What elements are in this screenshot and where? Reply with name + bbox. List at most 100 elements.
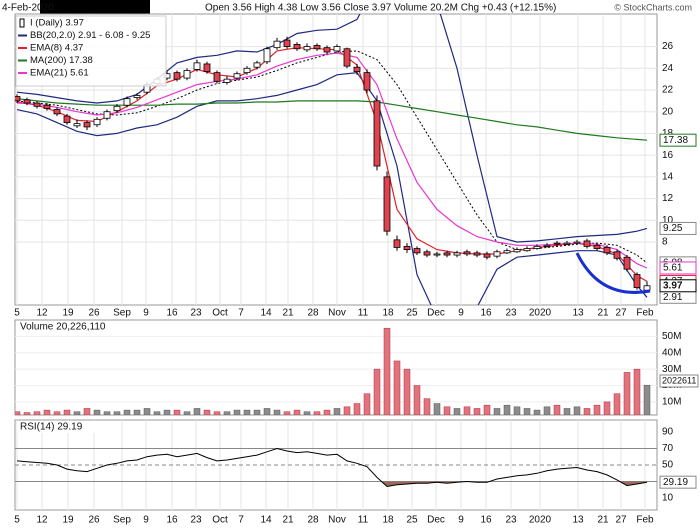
volume-bar <box>93 409 101 415</box>
candle-body <box>283 39 291 47</box>
y-tick-label: 22 <box>662 85 674 96</box>
x-tick-label: 25 <box>406 515 418 526</box>
candle-body <box>323 47 331 53</box>
candle-body <box>33 102 41 107</box>
candle-body <box>83 122 91 128</box>
annotation-curve <box>575 252 651 294</box>
y-tick-label: 40M <box>662 347 681 358</box>
x-tick-label: 13 <box>572 308 584 319</box>
candle-body <box>183 70 191 79</box>
x-tick-label: 21 <box>597 308 609 319</box>
volume-bar <box>393 360 401 415</box>
x-tick-label: 23 <box>505 308 517 319</box>
candle-body <box>633 274 641 289</box>
volume-bar <box>553 404 561 415</box>
redacted-symbol <box>40 0 150 14</box>
candle-body <box>513 249 521 253</box>
volume-bar <box>103 411 111 415</box>
quote-info: Open 3.56 High 4.38 Low 3.56 Close 3.97 … <box>205 3 556 14</box>
x-tick-label: 19 <box>62 515 74 526</box>
volume-bar <box>153 411 161 415</box>
x-tick-label: 11 <box>358 308 369 319</box>
candle-body <box>23 99 31 104</box>
y-tick-label: 8 <box>662 237 668 248</box>
value-box <box>659 133 697 147</box>
value-box-label: 2.91 <box>663 292 683 303</box>
y-tick-label: 50 <box>662 460 674 471</box>
volume-bar <box>483 404 491 415</box>
legend-label: BB(20,2.0) 2.91 - 6.08 - 9.25 <box>30 30 150 41</box>
volume-bar <box>203 409 211 415</box>
candle-body <box>43 104 51 109</box>
y-tick-label: 24 <box>662 63 674 74</box>
volume-frame <box>14 319 658 416</box>
volume-bar <box>383 327 391 415</box>
x-tick-label: 14 <box>260 308 272 319</box>
candle-body <box>533 245 541 249</box>
candle-body <box>603 247 611 254</box>
value-box-label: 17.38 <box>663 135 688 146</box>
legend-label: EMA(21) 5.61 <box>30 68 89 79</box>
candle-body <box>413 248 421 254</box>
x-tick-label: Dec <box>427 515 445 526</box>
y-tick-label: 10 <box>662 215 674 226</box>
legend-label: I (Daily) 3.97 <box>30 18 84 29</box>
volume-bar <box>263 408 271 415</box>
candle-body <box>523 248 531 252</box>
y-tick-label: 14 <box>662 172 674 183</box>
value-box-label: 9.25 <box>663 223 683 234</box>
candle-body <box>243 67 251 74</box>
candle-body <box>383 176 391 232</box>
candle-body <box>133 95 141 99</box>
x-tick-label: 12 <box>36 308 48 319</box>
value-box <box>659 374 699 388</box>
volume-bar <box>473 408 481 415</box>
volume-bar <box>23 412 31 415</box>
x-tick-label: Feb <box>636 515 654 526</box>
x-tick-label: 9 <box>143 308 149 319</box>
x-tick-label: 23 <box>190 515 202 526</box>
volume-bar <box>543 406 551 415</box>
x-tick-label: 18 <box>382 308 394 319</box>
indicator-line <box>16 52 648 269</box>
volume-bar <box>453 408 461 415</box>
volume-bar <box>113 411 121 415</box>
volume-bar <box>333 408 341 415</box>
x-tick-label: 5 <box>14 308 20 319</box>
candle-body <box>433 253 441 256</box>
x-tick-label: 2020 <box>529 515 552 526</box>
candle-body <box>193 62 201 70</box>
x-tick-label: 28 <box>307 308 319 319</box>
candle-body <box>313 45 321 50</box>
rsi-line <box>16 447 648 488</box>
candle-body <box>563 242 571 245</box>
candle-body <box>353 66 361 72</box>
title-bg <box>17 421 105 433</box>
candle-body <box>113 105 121 112</box>
volume-bar <box>183 411 191 415</box>
candle-body <box>73 123 81 127</box>
y-tick-label: 12 <box>662 193 674 204</box>
y-tick-label: 18 <box>662 128 674 139</box>
volume-bar <box>233 409 241 415</box>
x-tick-label: 14 <box>260 515 272 526</box>
volume-bar <box>593 404 601 415</box>
price-frame <box>14 13 658 306</box>
x-tick-label: 7 <box>238 515 244 526</box>
volume-bar <box>283 411 291 415</box>
volume-bar <box>493 408 501 415</box>
x-tick-label: 16 <box>166 308 178 319</box>
y-tick-label: 30M <box>662 364 681 375</box>
x-tick-label: 26 <box>88 308 100 319</box>
volume-bar <box>63 409 71 415</box>
x-tick-label: 16 <box>166 515 178 526</box>
volume-bar <box>253 409 261 415</box>
y-tick-label: 10M <box>662 397 681 408</box>
x-tick-label: Oct <box>212 308 228 319</box>
volume-bar <box>193 408 201 415</box>
candle-body <box>333 46 341 52</box>
volume-bar <box>273 409 281 415</box>
y-tick-label: 26 <box>662 41 674 52</box>
legend-label: MA(200) 17.38 <box>30 55 93 66</box>
x-tick-label: Oct <box>212 515 228 526</box>
